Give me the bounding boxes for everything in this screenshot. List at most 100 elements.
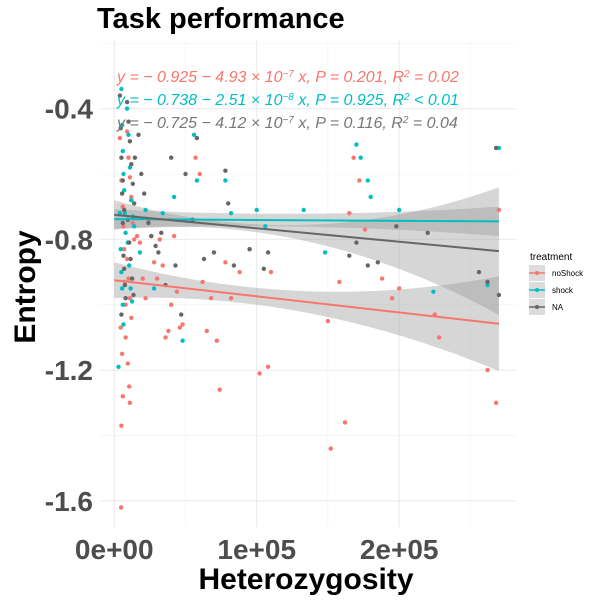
data-point [122, 282, 128, 288]
legend-key-point [535, 288, 539, 292]
regression-equations: y = − 0.925 − 4.93 × 10−7 x, P = 0.201, … [116, 69, 459, 133]
data-point [119, 86, 124, 92]
data-point [137, 250, 143, 255]
data-point [496, 292, 502, 298]
data-point [217, 387, 222, 392]
data-point [128, 286, 133, 291]
data-point [139, 171, 144, 177]
data-point [208, 296, 214, 301]
data-point [129, 162, 134, 167]
data-point [121, 253, 126, 258]
data-point [129, 315, 134, 320]
confidence-bands [114, 187, 499, 372]
data-point [153, 243, 158, 249]
data-point [132, 224, 137, 229]
data-point [156, 250, 161, 255]
data-point [120, 394, 126, 399]
data-point [123, 296, 128, 301]
data-point [397, 286, 402, 291]
data-point [171, 233, 177, 239]
data-point [130, 220, 135, 226]
data-point [127, 384, 132, 389]
chart-title: Task performance [97, 3, 345, 35]
data-point [151, 286, 157, 291]
data-point [425, 230, 430, 235]
data-point [200, 279, 205, 285]
regression-line [114, 218, 499, 223]
regression-equation: y = − 0.725 − 4.12 × 10−7 x, P = 0.116, … [116, 115, 458, 133]
data-point [171, 194, 177, 200]
data-point [119, 312, 124, 317]
data-point [431, 289, 436, 294]
data-point [143, 207, 148, 213]
data-point [397, 207, 402, 213]
data-point [265, 250, 271, 255]
data-point [394, 224, 399, 229]
data-point [247, 247, 252, 252]
data-point [261, 266, 266, 271]
data-point [159, 230, 164, 235]
data-point [128, 256, 133, 262]
data-point [122, 247, 127, 252]
data-point [119, 351, 125, 356]
data-point [177, 325, 182, 330]
data-point [201, 256, 207, 262]
data-point [127, 175, 133, 180]
legend-label: NA [552, 303, 564, 312]
data-point [117, 135, 123, 141]
data-point [183, 171, 188, 177]
data-point [132, 155, 138, 160]
data-point [179, 312, 184, 317]
data-point [122, 266, 127, 271]
data-point [126, 119, 131, 124]
data-point [193, 155, 198, 160]
data-point [142, 191, 147, 196]
data-point [129, 194, 134, 200]
data-point [121, 171, 126, 177]
data-point [126, 276, 131, 281]
data-point [126, 155, 131, 160]
data-point [116, 364, 121, 369]
data-point [194, 178, 200, 183]
data-point [118, 505, 124, 510]
data-point [197, 171, 202, 177]
data-point [228, 211, 234, 216]
data-point [263, 224, 268, 229]
y-tick-label: -1.2 [45, 355, 93, 386]
data-point [119, 423, 124, 428]
data-point [119, 286, 125, 291]
data-point [228, 296, 234, 301]
x-tick-label: 0e+00 [75, 534, 154, 565]
confidence-band [114, 262, 499, 372]
data-point [358, 155, 363, 160]
data-point [160, 211, 165, 216]
legend-title: treatment [530, 252, 572, 263]
data-point [124, 106, 130, 111]
data-point [131, 292, 136, 298]
data-point [194, 135, 200, 141]
data-point [322, 250, 328, 255]
legend-label: noShock [552, 269, 584, 278]
data-point [118, 247, 123, 252]
data-point [123, 335, 128, 340]
data-point [126, 132, 131, 137]
data-point [325, 318, 331, 324]
data-point [226, 201, 231, 206]
data-point [129, 198, 134, 203]
data-point [140, 276, 145, 281]
data-point [151, 260, 157, 265]
confidence-band [114, 187, 499, 315]
x-tick-label: 2e+05 [360, 534, 439, 565]
data-point [124, 99, 130, 105]
data-point [191, 132, 197, 137]
data-point [122, 188, 127, 193]
data-point [154, 276, 160, 281]
data-point [347, 253, 352, 258]
data-point [120, 178, 126, 183]
data-point [223, 168, 228, 173]
data-points [116, 86, 502, 510]
data-point [254, 207, 259, 213]
data-point [121, 224, 126, 229]
data-point [146, 220, 151, 226]
